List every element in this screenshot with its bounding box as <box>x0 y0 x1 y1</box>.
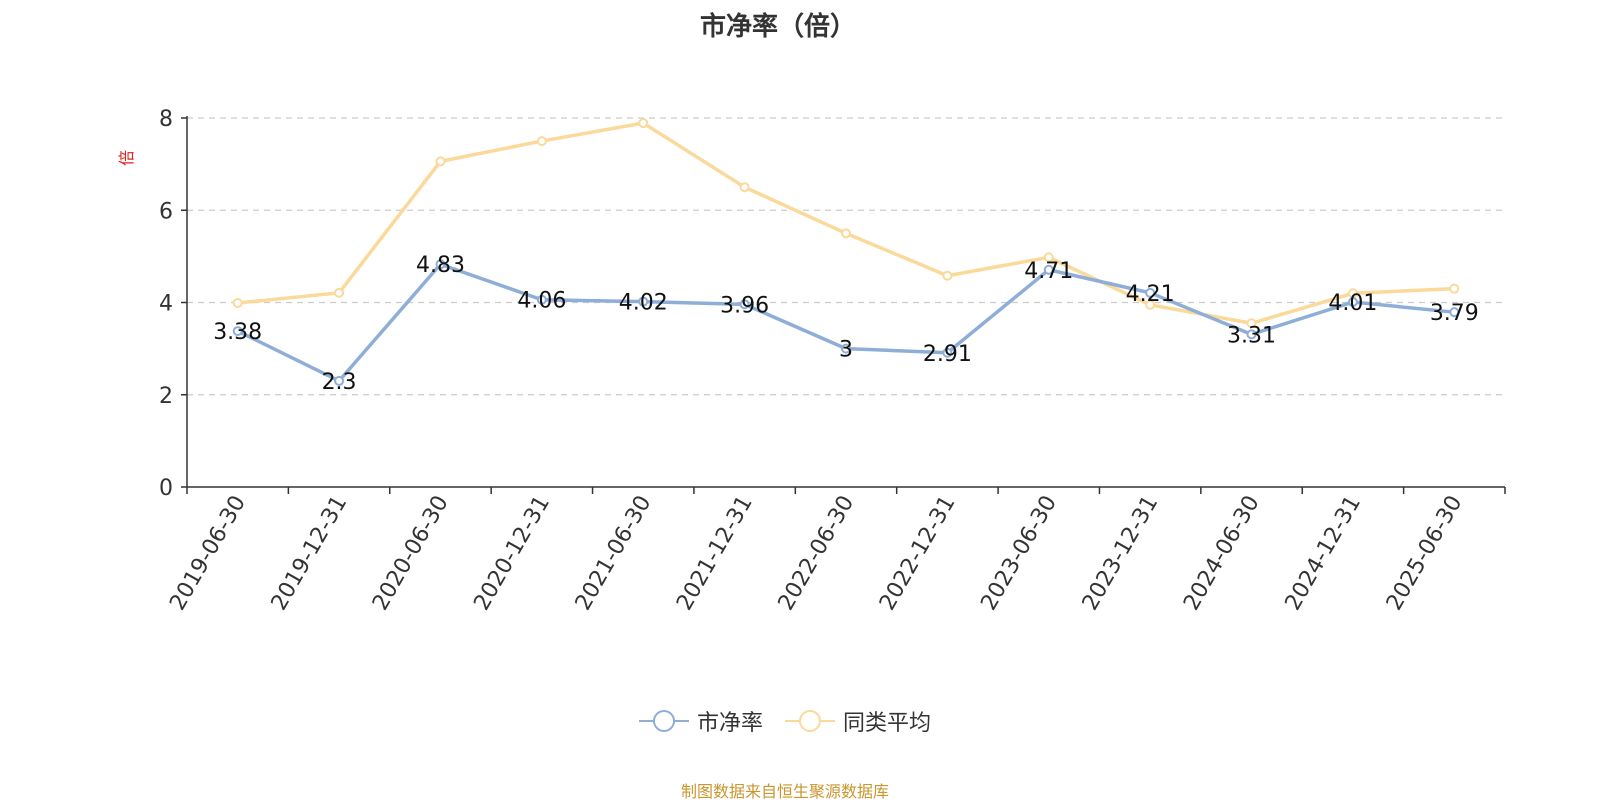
y-axis-label: 倍 <box>117 150 136 166</box>
legend-marker-pb-icon <box>638 710 689 732</box>
data-labels: 3.38 2.3 4.83 4.06 4.02 3.96 3 2.91 4.71 4.21 3.31… <box>213 253 1479 395</box>
data-label: 3 <box>839 338 853 363</box>
x-tick-label: 2022-12-31 <box>875 492 961 615</box>
data-label: 3.96 <box>720 293 769 318</box>
data-point <box>334 287 345 298</box>
legend-item-pb[interactable]: 市净率 <box>638 705 763 737</box>
data-label: 2.91 <box>923 342 972 367</box>
data-label: 4.71 <box>1024 259 1073 284</box>
data-point <box>1043 264 1054 275</box>
data-point <box>1145 287 1156 298</box>
x-tick-label: 2023-12-31 <box>1078 492 1164 615</box>
data-label: 4.01 <box>1328 291 1377 316</box>
x-tick-label: 2025-06-30 <box>1382 492 1468 615</box>
axes: 0 2 4 6 8 倍 2019-06-30 2019-12-31 2020-06-30 2020… <box>117 107 1506 615</box>
chart-title: 市净率（倍） <box>699 12 856 42</box>
legend-item-peer-avg[interactable]: 同类平均 <box>785 705 931 737</box>
data-point <box>942 347 953 358</box>
x-tick-label: 2019-06-30 <box>165 492 251 615</box>
data-point <box>1145 299 1156 310</box>
data-point <box>638 296 649 307</box>
legend: 市净率 同类平均 <box>0 705 1570 737</box>
y-tick-label: 2 <box>159 384 173 409</box>
data-point <box>435 259 446 270</box>
data-label: 2.3 <box>322 370 357 395</box>
data-point <box>739 182 750 193</box>
y-tick-label: 8 <box>159 107 173 132</box>
data-label: 4.83 <box>416 253 465 278</box>
data-point <box>536 294 547 305</box>
data-label: 4.21 <box>1126 282 1175 307</box>
series-line <box>237 121 1455 326</box>
data-point <box>232 297 243 308</box>
y-tick-label: 0 <box>159 476 173 501</box>
data-point <box>1043 252 1054 263</box>
x-tick-label: 2024-06-30 <box>1179 492 1265 615</box>
data-point <box>1246 329 1257 340</box>
y-tick-label: 4 <box>159 292 173 317</box>
data-point <box>638 118 649 129</box>
data-point <box>1246 318 1257 329</box>
data-label: 4.06 <box>517 289 566 314</box>
data-point <box>739 299 750 310</box>
legend-marker-peer-avg-icon <box>785 710 835 732</box>
data-label: 3.38 <box>213 320 262 345</box>
data-label: 3.79 <box>1430 301 1479 326</box>
data-point <box>1449 283 1460 294</box>
data-point <box>536 136 547 147</box>
data-label: 4.02 <box>619 291 668 316</box>
x-tick-label: 2021-12-31 <box>672 492 758 615</box>
legend-label-pb: 市净率 <box>696 711 763 736</box>
source-note: 制图数据来自恒生聚源数据库 <box>680 782 889 801</box>
series-lines <box>232 118 1460 386</box>
data-point <box>1449 307 1460 318</box>
data-point <box>841 228 851 239</box>
data-point <box>232 326 243 337</box>
data-point <box>841 343 851 354</box>
data-point <box>1347 297 1358 308</box>
x-tick-label: 2023-06-30 <box>976 492 1062 615</box>
legend-label-peer-avg: 同类平均 <box>843 711 932 736</box>
x-tick-label: 2020-06-30 <box>368 492 454 615</box>
data-point <box>435 156 446 167</box>
data-point <box>942 270 953 281</box>
x-tick-label: 2019-12-31 <box>267 492 353 615</box>
y-tick-label: 6 <box>159 199 173 224</box>
data-label: 3.31 <box>1227 323 1276 348</box>
data-point <box>334 375 345 386</box>
x-tick-label: 2022-06-30 <box>774 492 860 615</box>
x-tick-label: 2020-12-31 <box>469 492 555 615</box>
x-tick-label: 2024-12-31 <box>1281 492 1367 615</box>
x-tick-label: 2021-06-30 <box>571 492 657 615</box>
